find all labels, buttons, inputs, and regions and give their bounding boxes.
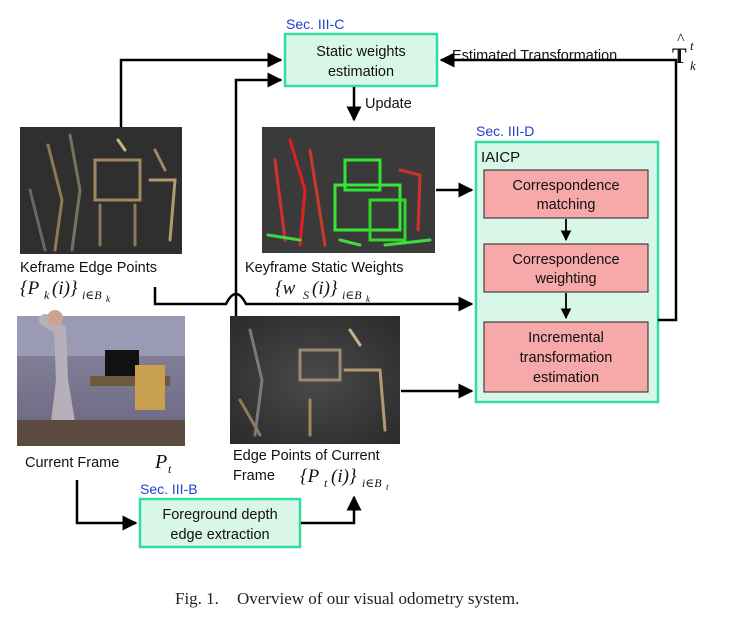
- incremental-line2: transformation: [520, 350, 613, 366]
- keyframe-math-sub2: i∈B: [82, 288, 102, 302]
- estimated-transform-label: Estimated Transformation: [452, 48, 617, 64]
- incremental-line1: Incremental: [528, 330, 604, 346]
- arrow-current-to-foreground: [75, 480, 138, 531]
- update-label: Update: [365, 96, 412, 112]
- arrow-current-edge-to-static: [234, 72, 283, 316]
- keyframe-math-sub3: k: [106, 294, 111, 304]
- sec-static-label: Sec. III-C: [286, 16, 344, 32]
- static-weights-math-sub3: k: [366, 294, 371, 304]
- static-weights-math-mid: (i)}: [312, 278, 338, 299]
- sec-foreground-label: Sec. III-B: [140, 481, 198, 497]
- arrow-transform-feedback: [439, 52, 678, 322]
- current-edge-image: [230, 316, 400, 444]
- static-weights-label: Keyframe Static Weights: [245, 260, 404, 276]
- caption-label: Fig. 1.: [175, 589, 219, 608]
- static-weights-box: [283, 32, 439, 88]
- incremental-box: [483, 321, 649, 393]
- corr-matching-line2: matching: [537, 197, 596, 213]
- transform-symbol-sup: t: [690, 38, 694, 53]
- edge-current-math-mid: (i)}: [331, 466, 357, 487]
- corr-weighting-line1: Correspondence: [512, 252, 619, 268]
- edge-current-math-sub2: i∈B: [362, 476, 382, 490]
- keyframe-math-main: {P: [20, 278, 40, 299]
- current-frame-label: Current Frame: [25, 455, 119, 471]
- incremental-line3: estimation: [533, 370, 599, 386]
- edge-current-line1: Edge Points of Current: [233, 448, 380, 464]
- corr-weighting-line2: weighting: [534, 271, 596, 287]
- sec-iaicp-label: Sec. III-D: [476, 123, 534, 139]
- arrow-keyframe-to-iaicp: [153, 287, 474, 312]
- static-box-line2: estimation: [328, 64, 394, 80]
- keyframe-math-sub1: k: [44, 288, 50, 302]
- arrow-foreground-to-edge: [301, 495, 362, 525]
- static-weights-math-sub1: S: [303, 288, 309, 302]
- static-weights-image: [262, 127, 435, 253]
- keyframe-math: {P k (i)} i∈B k: [20, 278, 111, 304]
- arrow-keyframe-to-static: [119, 52, 283, 127]
- corr-weighting-box: [483, 243, 649, 293]
- current-frame-math-sub: t: [168, 462, 172, 476]
- transform-hat: ^: [677, 31, 685, 48]
- foreground-line2: edge extraction: [170, 527, 269, 543]
- corr-matching-box: [483, 169, 649, 219]
- edge-current-math-main: {P: [300, 466, 320, 487]
- static-weights-math-main: {w: [275, 278, 296, 299]
- foreground-line1: Foreground depth: [162, 507, 277, 523]
- static-box-line1: Static weights: [316, 44, 405, 60]
- current-frame-image: [17, 310, 185, 446]
- foreground-box: [138, 497, 302, 549]
- transform-symbol-sub: k: [690, 58, 696, 73]
- keyframe-label: Keframe Edge Points: [20, 260, 157, 276]
- corr-matching-line1: Correspondence: [512, 178, 619, 194]
- static-weights-math-sub2: i∈B: [342, 288, 362, 302]
- static-weights-math: {w S (i)} i∈B k: [275, 278, 371, 304]
- keyframe-edge-image: [20, 127, 182, 254]
- edge-current-math: {P t (i)} i∈B t: [300, 466, 389, 492]
- edge-current-math-sub1: t: [324, 476, 328, 490]
- current-frame-math-main: P: [154, 451, 167, 473]
- caption-text: Overview of our visual odometry system.: [237, 589, 519, 608]
- edge-current-line2: Frame: [233, 468, 275, 484]
- iaicp-title: IAICP: [481, 149, 520, 166]
- edge-current-math-sub3: t: [386, 482, 389, 492]
- keyframe-math-mid: (i)}: [52, 278, 78, 299]
